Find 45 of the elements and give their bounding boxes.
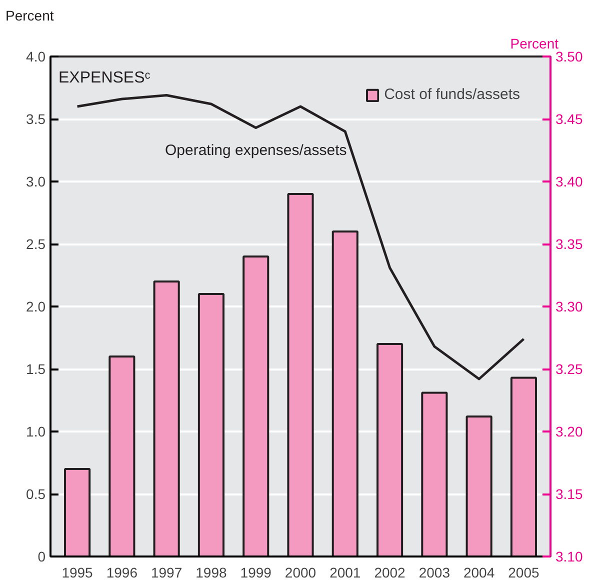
x-tick-label: 2005 — [508, 564, 540, 580]
y-tick-label: 3.0 — [26, 174, 46, 190]
y2-axis-title: Percent — [510, 36, 559, 52]
x-tick-label: 2001 — [330, 564, 361, 580]
legend-label: Cost of funds/assets — [384, 86, 520, 103]
x-tick-label: 2003 — [418, 564, 450, 580]
bar — [287, 193, 314, 556]
bar — [108, 356, 136, 556]
bar — [376, 343, 404, 556]
y2-tick-label: 3.45 — [556, 111, 583, 127]
y-tick-label: 2.0 — [26, 298, 46, 314]
y-tick-label: 4.0 — [26, 48, 46, 64]
bar — [421, 392, 448, 556]
x-tick-label: 2002 — [374, 564, 406, 580]
y2-tick-label: 3.20 — [556, 424, 583, 440]
y2-tick-label: 3.10 — [556, 548, 583, 564]
x-tick-label: 1996 — [106, 564, 138, 580]
y-tick-label: 0 — [38, 548, 46, 564]
series-label: Operating expenses/assets — [164, 142, 347, 159]
bar — [332, 230, 358, 556]
bar — [64, 468, 91, 556]
text: EXPENSESᶜ — [58, 70, 151, 86]
x-tick-label: 2004 — [464, 564, 495, 580]
x-tick-label: 1998 — [196, 564, 227, 580]
bar — [242, 256, 270, 556]
y2-tick-label: 3.35 — [556, 236, 583, 252]
y2-tick-label: 3.25 — [556, 361, 583, 377]
x-tick-label: 1999 — [240, 564, 272, 580]
y-tick-label: 2.5 — [26, 236, 46, 252]
y-tick-label: 1.0 — [26, 424, 46, 440]
bar — [466, 416, 492, 556]
bar — [510, 376, 537, 556]
y-tick-label: 3.5 — [26, 111, 46, 127]
y-axis-title: Percent — [6, 8, 54, 24]
y2-tick-label: 3.30 — [556, 298, 583, 314]
x-tick-label: 2000 — [284, 564, 316, 580]
y2-tick-label: 3.50 — [556, 48, 583, 64]
y-tick-label: 1.5 — [26, 361, 46, 377]
bar — [153, 280, 180, 556]
y2-tick-label: 3.40 — [556, 174, 583, 190]
y2-tick-label: 3.15 — [556, 486, 583, 502]
x-tick-label: 1995 — [62, 564, 94, 580]
y-tick-label: 0.5 — [26, 486, 46, 502]
x-tick-label: 1997 — [151, 564, 182, 580]
bar — [198, 293, 224, 556]
